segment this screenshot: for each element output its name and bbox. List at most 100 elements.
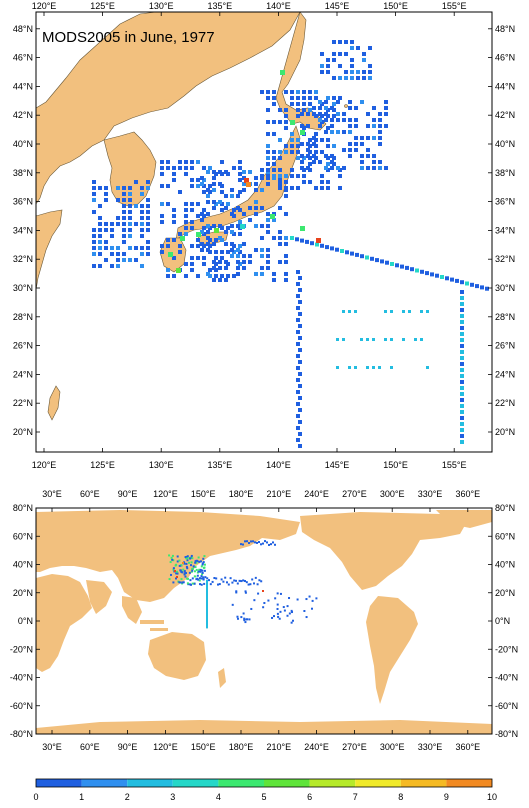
observation-cell xyxy=(240,543,242,546)
observation-cell xyxy=(262,542,264,545)
observation-cell xyxy=(236,254,240,258)
observation-cell xyxy=(176,560,179,563)
observation-cell xyxy=(342,112,346,116)
observation-cell xyxy=(254,200,258,204)
observation-cell xyxy=(350,58,354,62)
observation-cell xyxy=(302,180,306,184)
colorbar-segment xyxy=(81,779,128,787)
observation-cell xyxy=(185,562,188,565)
observation-cell xyxy=(272,168,276,172)
bottom-map-ticks: 30°E 30°E 60°E 60°E 90°E 90°E 120°E 120°E 150°E 1… xyxy=(10,489,518,752)
observation-cell xyxy=(332,52,336,56)
observation-cell xyxy=(342,130,346,134)
bottom-lat-label-left: -20°N xyxy=(10,644,33,654)
observation-cell xyxy=(302,174,306,178)
observation-cell xyxy=(242,170,246,174)
observation-cell xyxy=(264,540,266,543)
observation-cell xyxy=(190,256,194,260)
observation-cell xyxy=(248,218,252,222)
observation-cell xyxy=(214,238,218,242)
observation-cell xyxy=(276,592,279,595)
observation-cell xyxy=(134,204,138,208)
top-map: MODS2005 in June, 1977 120°E120°E125°E12… xyxy=(13,1,515,470)
observation-cell xyxy=(298,372,302,376)
observation-cell xyxy=(254,176,258,180)
observation-cell xyxy=(116,186,120,190)
observation-cell xyxy=(206,236,210,240)
observation-cell xyxy=(298,288,302,292)
observation-cell xyxy=(116,246,120,250)
observation-cell xyxy=(296,174,300,178)
observation-cell xyxy=(280,70,285,75)
observation-cell xyxy=(460,392,464,396)
observation-cell xyxy=(366,148,370,152)
top-lat-label-left: 20°N xyxy=(13,427,33,437)
observation-cell xyxy=(320,186,324,190)
observation-cell xyxy=(166,160,170,164)
observation-cell xyxy=(314,96,318,100)
observation-cell xyxy=(122,258,126,262)
observation-cell xyxy=(243,617,246,620)
colorbar-label: 8 xyxy=(398,792,403,802)
observation-cell xyxy=(372,136,376,140)
observation-cell xyxy=(298,420,302,424)
observation-cell xyxy=(360,142,364,146)
observation-cell xyxy=(231,603,234,606)
observation-cell xyxy=(336,118,340,122)
observation-cell xyxy=(206,621,208,624)
observation-cell xyxy=(190,220,194,224)
observation-cell xyxy=(176,555,179,558)
observation-cell xyxy=(296,306,300,310)
observation-cell xyxy=(146,180,150,184)
observation-cell xyxy=(218,224,222,228)
bottom-lon-label-bottom: 30°E xyxy=(42,742,62,752)
observation-cell xyxy=(460,422,464,426)
observation-cell xyxy=(372,166,376,170)
observation-cell xyxy=(360,100,364,104)
bottom-lon-label-top: 300°E xyxy=(380,489,405,499)
colorbar-segment xyxy=(446,779,492,787)
top-lon-label-top: 135°E xyxy=(207,1,232,11)
observation-cell xyxy=(190,226,194,230)
observation-cell xyxy=(190,244,194,248)
observation-cell xyxy=(160,214,164,218)
observation-cell xyxy=(305,239,309,244)
observation-cell xyxy=(249,583,252,586)
observation-cell xyxy=(272,236,276,240)
observation-cell xyxy=(305,616,308,619)
observation-cell xyxy=(215,577,218,580)
observation-cell xyxy=(191,557,194,560)
observation-cell xyxy=(296,294,300,298)
observation-cell xyxy=(324,130,328,134)
observation-cell xyxy=(312,106,316,110)
observation-cell xyxy=(296,270,300,274)
observation-cell xyxy=(266,132,270,136)
top-lat-label-left: 40°N xyxy=(13,139,33,149)
observation-cell xyxy=(235,590,238,593)
observation-cell xyxy=(354,142,358,146)
bottom-lat-label-right: -40°N xyxy=(495,673,518,683)
observation-cell xyxy=(166,238,170,242)
observation-cell xyxy=(230,188,234,192)
observation-cell xyxy=(330,154,334,158)
observation-cell xyxy=(378,136,382,140)
observation-cell xyxy=(92,186,96,190)
observation-cell xyxy=(290,168,294,172)
observation-cell xyxy=(232,208,236,212)
observation-cell xyxy=(266,212,270,216)
bottom-lon-label-bottom: 180°E xyxy=(229,742,254,752)
observation-cell xyxy=(284,236,288,240)
observation-cell xyxy=(350,70,354,74)
bottom-lat-label-left: 80°N xyxy=(13,503,33,513)
observation-cell xyxy=(224,170,228,174)
observation-cell xyxy=(172,274,176,278)
observation-cell xyxy=(248,618,251,621)
top-lat-label-left: 30°N xyxy=(13,283,33,293)
observation-cell xyxy=(218,278,222,282)
observation-cell xyxy=(182,568,185,571)
observation-cell xyxy=(134,246,138,250)
top-lon-label-bottom: 145°E xyxy=(325,460,350,470)
top-lat-label-right: 46°N xyxy=(495,53,515,63)
observation-cell xyxy=(206,242,210,246)
observation-cell xyxy=(176,576,178,578)
